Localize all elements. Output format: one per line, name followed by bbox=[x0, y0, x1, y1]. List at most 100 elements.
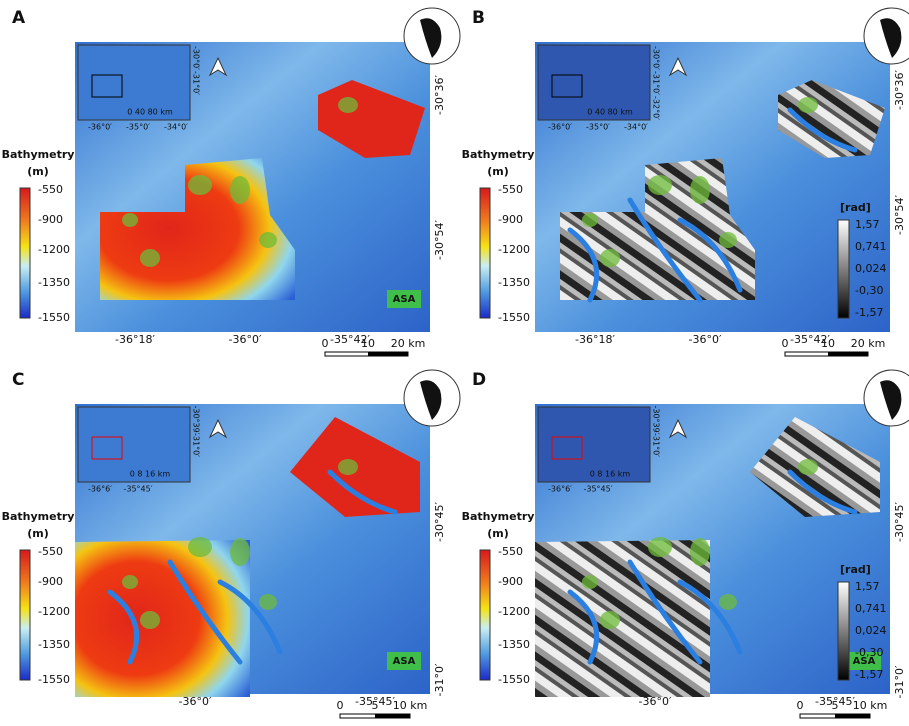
inset-lat-label: -30°0′ bbox=[192, 46, 201, 70]
legend-unit: (m) bbox=[487, 527, 509, 540]
panel: A-30°0′-31°0′-36°0′-35°0′-34°0′0 40 80 k… bbox=[2, 8, 460, 356]
panel-letter: A bbox=[12, 8, 26, 28]
legend-label: -1200 bbox=[498, 243, 530, 256]
green-area bbox=[140, 249, 160, 267]
rad-label: 0,741 bbox=[855, 240, 887, 253]
green-area bbox=[188, 175, 212, 195]
scale-label: 10 km bbox=[853, 699, 888, 712]
survey-area bbox=[75, 540, 250, 697]
green-area bbox=[600, 611, 620, 629]
lon-label: -36°0′ bbox=[689, 333, 722, 346]
colorbar bbox=[20, 188, 30, 318]
green-area bbox=[690, 176, 710, 204]
legend-label: -550 bbox=[498, 545, 523, 558]
green-area bbox=[798, 459, 818, 475]
rad-label: 1,57 bbox=[855, 580, 880, 593]
lat-label: -30°45′ bbox=[433, 502, 446, 542]
green-area bbox=[648, 537, 672, 557]
legend-label: -1200 bbox=[498, 605, 530, 618]
inset-lon-label: -36°6′ bbox=[88, 485, 112, 494]
legend-label: -1200 bbox=[38, 243, 70, 256]
green-area bbox=[122, 575, 138, 589]
scale-bar-fill bbox=[368, 352, 408, 356]
inset-lon-label: -35°45′ bbox=[123, 485, 152, 494]
green-area bbox=[259, 594, 277, 610]
legend-label: -1550 bbox=[498, 311, 530, 324]
inset-lon-label: -34°0′ bbox=[164, 123, 188, 132]
rad-colorbar bbox=[838, 220, 849, 318]
legend-label: -550 bbox=[38, 183, 63, 196]
inset-scale: 0 40 80 km bbox=[127, 108, 173, 117]
lon-label: -36°0′ bbox=[639, 695, 672, 708]
scale-bar-fill bbox=[835, 714, 870, 718]
scale-label: 10 bbox=[361, 337, 375, 350]
inset-lon-label: -34°0′ bbox=[624, 123, 648, 132]
survey-area bbox=[535, 540, 710, 697]
rad-label: 0,741 bbox=[855, 602, 887, 615]
scale-bar-fill bbox=[828, 352, 868, 356]
scale-label: 0 bbox=[322, 337, 329, 350]
green-area bbox=[690, 538, 710, 566]
green-area bbox=[648, 175, 672, 195]
colorbar bbox=[20, 550, 30, 680]
rad-label: 1,57 bbox=[855, 218, 880, 231]
legend-label: -900 bbox=[38, 213, 63, 226]
inset-lon-label: -35°45′ bbox=[583, 485, 612, 494]
green-area bbox=[719, 232, 737, 248]
rad-label: -0,30 bbox=[855, 284, 883, 297]
panel: B-30°0′-31°0′-32°0′-36°0′-35°0′-34°0′0 4… bbox=[462, 8, 909, 356]
green-area bbox=[140, 611, 160, 629]
rad-colorbar bbox=[838, 582, 849, 680]
legend-label: -550 bbox=[498, 183, 523, 196]
scale-label: 0 bbox=[337, 699, 344, 712]
rad-label: 0,024 bbox=[855, 624, 887, 637]
colorbar bbox=[480, 188, 490, 318]
legend-title: Bathymetry bbox=[2, 510, 75, 523]
legend-title: Bathymetry bbox=[462, 148, 535, 161]
legend-label: -1550 bbox=[38, 311, 70, 324]
badge-label: ASA bbox=[393, 656, 416, 667]
scale-label: 10 km bbox=[393, 699, 428, 712]
legend-title: Bathymetry bbox=[462, 510, 535, 523]
legend-label: -1350 bbox=[498, 276, 530, 289]
inset-lon-label: -36°6′ bbox=[548, 485, 572, 494]
lon-label: -36°0′ bbox=[179, 695, 212, 708]
inset-lat-label: -31°0′ bbox=[652, 71, 661, 95]
inset-lon-label: -35°0′ bbox=[586, 123, 610, 132]
legend-label: -1350 bbox=[498, 638, 530, 651]
lat-label: -30°36′ bbox=[893, 70, 906, 110]
panel-letter: B bbox=[472, 8, 485, 28]
rad-title: [rad] bbox=[840, 563, 871, 576]
legend-label: -900 bbox=[38, 575, 63, 588]
inset-lat-label: -31°0′ bbox=[192, 71, 201, 95]
legend-title: Bathymetry bbox=[2, 148, 75, 161]
panel: D-30°39′-31°0′-36°6′-35°45′0 8 16 kmBath… bbox=[462, 370, 909, 718]
legend-unit: (m) bbox=[487, 165, 509, 178]
panel: C-30°39′-31°0′-36°6′-35°45′0 8 16 kmBath… bbox=[2, 370, 460, 718]
lon-label: -36°18′ bbox=[575, 333, 615, 346]
scale-label: 5 bbox=[372, 699, 379, 712]
lon-label: -36°18′ bbox=[115, 333, 155, 346]
inset-lon-label: -36°0′ bbox=[88, 123, 112, 132]
legend-label: -550 bbox=[38, 545, 63, 558]
rad-title: [rad] bbox=[840, 201, 871, 214]
lat-label: -31°0′ bbox=[433, 663, 446, 696]
rad-label: -1,57 bbox=[855, 668, 883, 681]
green-area bbox=[259, 232, 277, 248]
panel-letter: C bbox=[12, 370, 24, 390]
legend-label: -900 bbox=[498, 213, 523, 226]
green-area bbox=[122, 213, 138, 227]
lat-label: -30°54′ bbox=[893, 195, 906, 235]
legend-unit: (m) bbox=[27, 527, 49, 540]
scale-label: 20 km bbox=[851, 337, 886, 350]
inset-lat-label: -30°0′ bbox=[652, 46, 661, 70]
scale-label: 5 bbox=[832, 699, 839, 712]
lat-label: -30°36′ bbox=[433, 75, 446, 115]
lon-label: -36°0′ bbox=[229, 333, 262, 346]
inset-lat-label: -30°39′ bbox=[652, 405, 661, 434]
legend-label: -1550 bbox=[498, 673, 530, 686]
inset-lat-label: -31°0′ bbox=[652, 433, 661, 457]
green-area bbox=[230, 176, 250, 204]
scale-label: 10 bbox=[821, 337, 835, 350]
lat-label: -31°0′ bbox=[893, 665, 906, 698]
